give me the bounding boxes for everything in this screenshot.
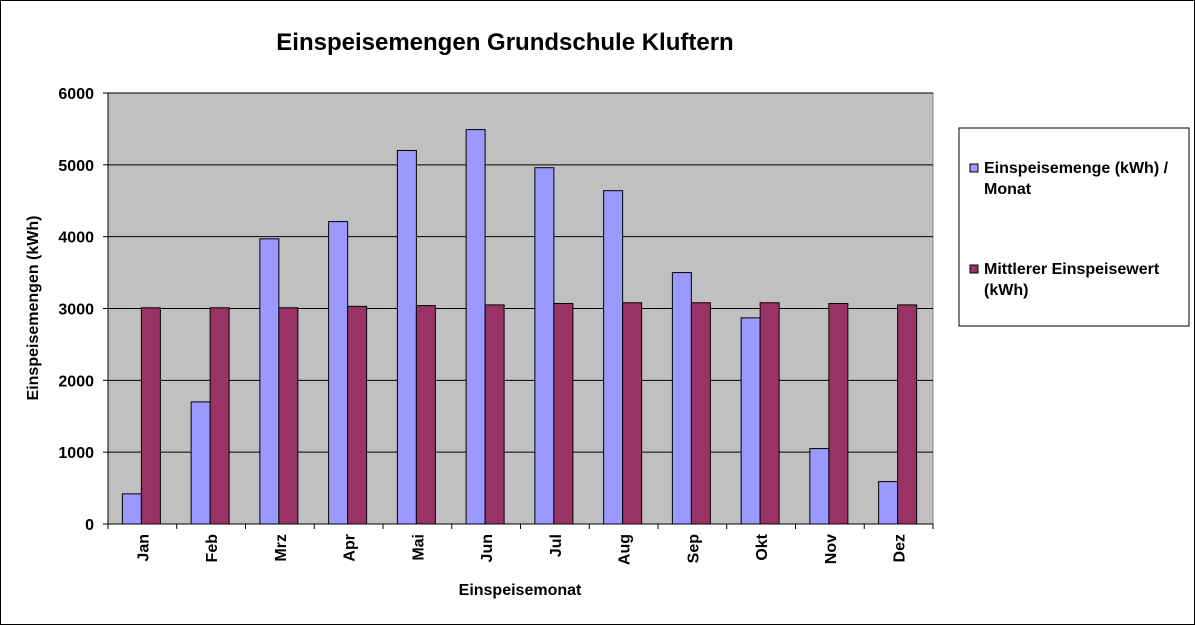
x-tick-label: Okt — [754, 533, 771, 560]
x-tick-label: Nov — [823, 534, 840, 564]
bar-einspeisemenge-okt — [740, 317, 761, 525]
legend-swatch — [969, 264, 979, 274]
x-tick-label: Mrz — [273, 534, 290, 562]
bar-einspeisemenge-sep — [671, 272, 692, 525]
bar-mittelwert-feb — [209, 307, 230, 525]
bar-einspeisemenge-mai — [396, 149, 417, 525]
y-tick-label: 4000 — [58, 230, 94, 247]
y-tick-label: 6000 — [58, 86, 94, 103]
legend-label: Mittlerer Einspeisewert — [984, 261, 1160, 278]
bar-einspeisemenge-jul — [534, 167, 555, 525]
y-tick-label: 3000 — [58, 302, 94, 319]
bar-mittelwert-nov — [828, 302, 849, 525]
bar-mittelwert-dez — [897, 304, 918, 525]
bar-mittelwert-mrz — [278, 307, 299, 525]
x-tick-label: Jul — [548, 534, 565, 557]
bar-einspeisemenge-apr — [328, 221, 349, 525]
x-tick-label: Aug — [617, 534, 634, 565]
legend-box — [958, 127, 1190, 327]
bar-einspeisemenge-jun — [465, 129, 486, 525]
x-tick-label: Feb — [204, 534, 221, 563]
bar-einspeisemenge-nov — [809, 448, 830, 525]
x-tick-label: Mai — [410, 534, 427, 561]
y-axis-title: Einspeisemengen (kWh) — [25, 216, 42, 401]
x-tick-label: Dez — [892, 534, 909, 562]
y-tick-label: 1000 — [58, 445, 94, 462]
y-axis-ticks: 0 1000 2000 3000 4000 5000 6000 — [58, 86, 108, 534]
x-axis-ticks: Jan Feb Mrz Apr Mai Jun Jul Aug Sep Okt Nov Dez — [107, 524, 934, 565]
x-tick-label: Jan — [135, 534, 152, 562]
bars — [121, 129, 918, 525]
bar-einspeisemenge-mrz — [259, 238, 280, 525]
bar-mittelwert-jul — [553, 302, 574, 525]
legend-label: (kWh) — [984, 282, 1028, 299]
bar-mittelwert-mai — [415, 305, 436, 525]
gridlines — [108, 92, 933, 453]
bar-einspeisemenge-aug — [603, 190, 624, 525]
legend-label: Monat — [984, 181, 1032, 198]
bar-mittelwert-sep — [690, 302, 711, 525]
bar-mittelwert-okt — [759, 302, 780, 525]
legend: Einspeisemenge (kWh) / Monat Mittlerer Ein… — [958, 127, 1190, 327]
x-tick-label: Sep — [685, 534, 702, 564]
x-tick-label: Jun — [479, 534, 496, 562]
bar-einspeisemenge-feb — [190, 401, 211, 525]
x-tick-label: Apr — [342, 534, 359, 562]
legend-label: Einspeisemenge (kWh) / — [984, 160, 1169, 177]
bar-mittelwert-apr — [347, 305, 368, 525]
chart-title: Einspeisemengen Grundschule Kluftern — [276, 29, 733, 56]
y-tick-label: 2000 — [58, 373, 94, 390]
y-tick-label: 5000 — [58, 158, 94, 175]
y-tick-label: 0 — [85, 517, 94, 534]
x-axis-title: Einspeisemonat — [459, 582, 582, 599]
bar-mittelwert-aug — [622, 302, 643, 525]
bar-mittelwert-jan — [140, 307, 161, 525]
bar-einspeisemenge-jan — [121, 493, 142, 525]
bar-mittelwert-jun — [484, 304, 505, 525]
bar-einspeisemenge-dez — [878, 481, 899, 525]
legend-swatch — [969, 163, 979, 173]
